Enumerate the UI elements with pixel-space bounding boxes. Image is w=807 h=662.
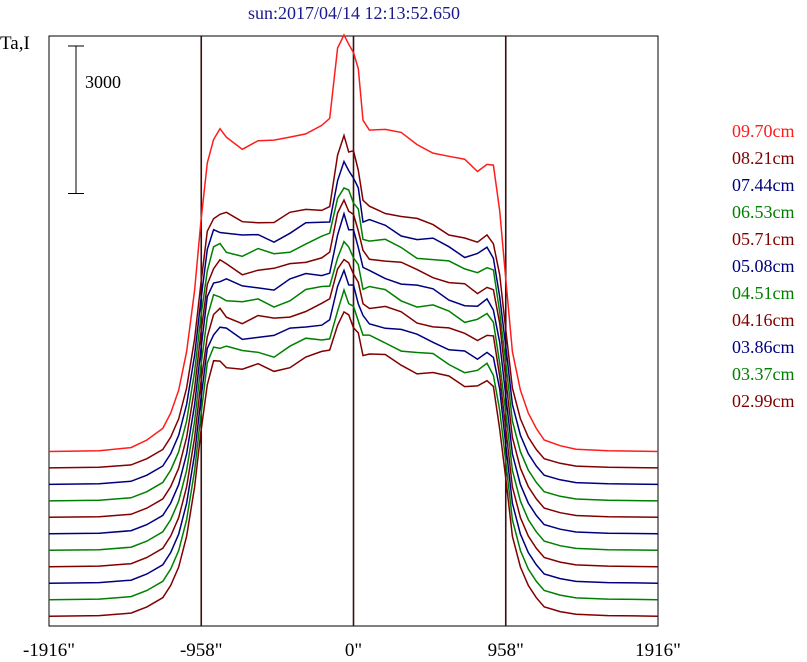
series-line-02.99cm [48,310,659,617]
series-line-06.53cm [48,187,659,502]
series-layer [48,33,659,617]
x-tick-label: -1916" [23,640,75,661]
series-line-05.08cm [48,211,659,535]
x-tick-labels: -1916" -958" 0" 958" 1916" [23,640,681,661]
scale-bar-label: 3000 [85,72,121,92]
legend-item: 03.86cm [732,337,795,357]
y-axis-label: Ta,I [0,33,30,54]
series-line-03.86cm [48,268,659,584]
series-line-03.37cm [48,287,659,601]
series-line-04.51cm [48,240,659,552]
series-line-04.16cm [48,258,659,568]
legend: 09.70cm 08.21cm 07.44cm 06.53cm 05.71cm 05.08… [732,118,795,415]
legend-item: 08.21cm [732,148,795,168]
legend-item: 04.16cm [732,310,795,330]
x-tick-label: -958" [180,640,223,661]
x-tick-label: 1916" [635,640,681,661]
legend-item: 07.44cm [732,175,795,195]
legend-item: 05.08cm [732,256,795,276]
series-line-07.44cm [48,159,659,486]
scale-bar: 3000 [68,45,121,194]
series-line-08.21cm [48,132,659,469]
x-tick-label: 0" [345,640,362,661]
chart-title: sun:2017/04/14 12:13:52.650 [247,3,460,23]
legend-item: 03.37cm [732,364,795,384]
legend-item: 05.71cm [732,229,795,249]
legend-item: 02.99cm [732,391,795,411]
series-line-09.70cm [48,33,659,453]
x-tick-label: 958" [488,640,524,661]
legend-item: 06.53cm [732,202,795,222]
series-line-05.71cm [48,198,659,519]
legend-item: 04.51cm [732,283,795,303]
legend-item: 09.70cm [732,121,795,141]
